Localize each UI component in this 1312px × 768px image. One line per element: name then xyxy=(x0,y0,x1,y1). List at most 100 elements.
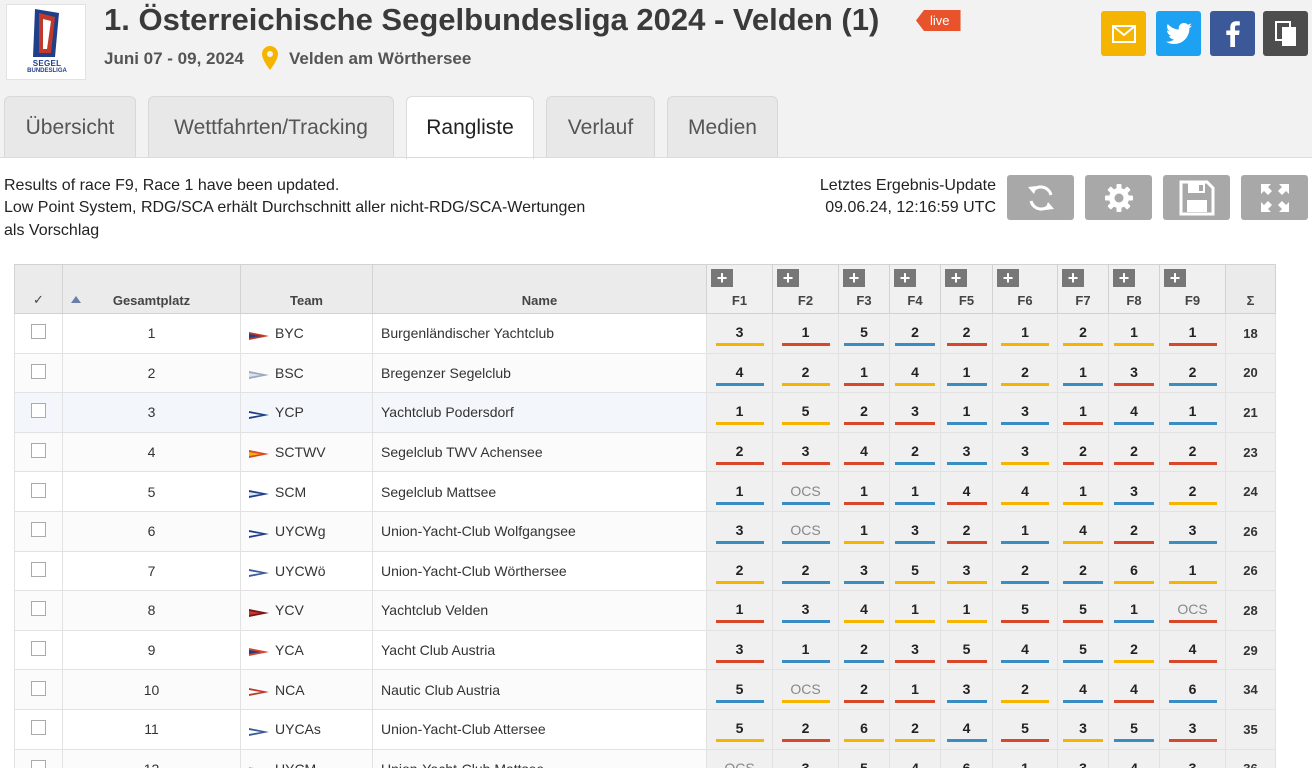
race-score-cell[interactable]: 5 xyxy=(838,748,890,768)
row-checkbox[interactable] xyxy=(31,443,46,459)
row-checkbox[interactable] xyxy=(31,561,46,577)
total-column-header[interactable]: Σ xyxy=(1225,264,1276,314)
race-score-cell[interactable]: 2 xyxy=(1159,431,1226,473)
race-header-f2[interactable]: + F2 xyxy=(772,264,839,314)
race-score-cell[interactable]: 3 xyxy=(1159,510,1226,552)
race-score-cell[interactable]: OCS xyxy=(706,748,773,768)
race-score-cell[interactable]: 5 xyxy=(706,708,773,750)
race-score-cell[interactable]: 4 xyxy=(889,352,941,394)
race-score-cell[interactable]: 6 xyxy=(838,708,890,750)
refresh-button[interactable] xyxy=(1007,175,1074,220)
race-score-cell[interactable]: 3 xyxy=(992,431,1058,473)
race-score-cell[interactable]: 1 xyxy=(838,352,890,394)
race-score-cell[interactable]: 4 xyxy=(1108,748,1160,768)
name-column-header[interactable]: Name xyxy=(372,264,707,314)
table-row[interactable]: 9 YCA Yacht Club Austria 3 1 2 3 5 4 5 2 4 29 xyxy=(14,629,1276,671)
race-score-cell[interactable]: 5 xyxy=(706,669,773,710)
race-score-cell[interactable]: 2 xyxy=(838,669,890,710)
race-score-cell[interactable]: 5 xyxy=(838,313,890,354)
race-header-f4[interactable]: + F4 xyxy=(889,264,941,314)
race-header-f9[interactable]: + F9 xyxy=(1159,264,1226,314)
race-score-cell[interactable]: 2 xyxy=(1108,431,1160,473)
race-score-cell[interactable]: 1 xyxy=(1159,392,1226,433)
race-score-cell[interactable]: 5 xyxy=(992,590,1058,631)
race-score-cell[interactable]: 2 xyxy=(889,431,941,473)
race-score-cell[interactable]: 3 xyxy=(1108,352,1160,394)
race-header-f3[interactable]: + F3 xyxy=(838,264,890,314)
race-score-cell[interactable]: 4 xyxy=(889,748,941,768)
race-score-cell[interactable]: 1 xyxy=(1108,313,1160,354)
race-score-cell[interactable]: 1 xyxy=(1159,550,1226,592)
race-score-cell[interactable]: 2 xyxy=(772,708,839,750)
race-score-cell[interactable]: 3 xyxy=(992,392,1058,433)
race-score-cell[interactable]: 3 xyxy=(772,431,839,473)
fullscreen-button[interactable] xyxy=(1241,175,1308,220)
race-score-cell[interactable]: 1 xyxy=(706,590,773,631)
race-score-cell[interactable]: 1 xyxy=(1108,590,1160,631)
race-score-cell[interactable]: 4 xyxy=(1108,669,1160,710)
row-checkbox[interactable] xyxy=(31,759,46,768)
race-score-cell[interactable]: 1 xyxy=(940,392,993,433)
tab-wettfahrten-tracking[interactable]: Wettfahrten/Tracking xyxy=(148,96,394,158)
tab-uebersicht[interactable]: Übersicht xyxy=(4,96,136,158)
row-checkbox[interactable] xyxy=(31,324,46,340)
race-score-cell[interactable]: 4 xyxy=(838,431,890,473)
race-score-cell[interactable]: 1 xyxy=(889,590,941,631)
race-score-cell[interactable]: 2 xyxy=(1108,510,1160,552)
race-score-cell[interactable]: 4 xyxy=(1108,392,1160,433)
race-score-cell[interactable]: OCS xyxy=(772,510,839,552)
race-score-cell[interactable]: 1 xyxy=(838,510,890,552)
select-all-header[interactable]: ✓ xyxy=(14,264,63,314)
table-row[interactable]: 4 SCTWV Segelclub TWV Achensee 2 3 4 2 3 3 2 2 2 23 xyxy=(14,431,1276,473)
race-score-cell[interactable]: 1 xyxy=(889,669,941,710)
race-score-cell[interactable]: 1 xyxy=(1057,392,1109,433)
race-score-cell[interactable]: 2 xyxy=(838,629,890,671)
race-score-cell[interactable]: 2 xyxy=(889,708,941,750)
race-score-cell[interactable]: 3 xyxy=(1159,708,1226,750)
race-score-cell[interactable]: 6 xyxy=(1108,550,1160,592)
race-score-cell[interactable]: 4 xyxy=(706,352,773,394)
tab-verlauf[interactable]: Verlauf xyxy=(546,96,655,158)
row-checkbox[interactable] xyxy=(31,482,46,498)
race-score-cell[interactable]: 2 xyxy=(1057,550,1109,592)
table-row[interactable]: 7 UYCWö Union-Yacht-Club Wörthersee 2 2 3 5 3 2 2… xyxy=(14,550,1276,592)
table-row[interactable]: 12 UYCM Union-Yacht-Club Mattsee OCS 3 5 4 6 1 3 4… xyxy=(14,748,1276,768)
race-score-cell[interactable]: 1 xyxy=(1057,352,1109,394)
race-score-cell[interactable]: 2 xyxy=(1159,352,1226,394)
expand-plus-icon[interactable]: + xyxy=(945,269,967,287)
share-twitter-button[interactable] xyxy=(1156,11,1201,56)
race-score-cell[interactable]: 6 xyxy=(940,748,993,768)
race-score-cell[interactable]: 2 xyxy=(992,550,1058,592)
race-score-cell[interactable]: 4 xyxy=(940,471,993,512)
row-checkbox[interactable] xyxy=(31,720,46,736)
expand-plus-icon[interactable]: + xyxy=(1164,269,1186,287)
race-score-cell[interactable]: OCS xyxy=(1159,590,1226,631)
race-score-cell[interactable]: 1 xyxy=(1057,471,1109,512)
race-score-cell[interactable]: 3 xyxy=(1108,471,1160,512)
expand-plus-icon[interactable]: + xyxy=(894,269,916,287)
race-score-cell[interactable]: 2 xyxy=(1159,471,1226,512)
table-row[interactable]: 5 SCM Segelclub Mattsee 1 OCS 1 1 4 4 1 3 2 24 xyxy=(14,471,1276,512)
race-score-cell[interactable]: 3 xyxy=(940,550,993,592)
expand-plus-icon[interactable]: + xyxy=(997,269,1019,287)
share-email-button[interactable] xyxy=(1101,11,1146,56)
race-score-cell[interactable]: 3 xyxy=(940,431,993,473)
race-score-cell[interactable]: 2 xyxy=(1108,629,1160,671)
race-score-cell[interactable]: 4 xyxy=(992,471,1058,512)
table-row[interactable]: 2 BSC Bregenzer Segelclub 4 2 1 4 1 2 1 3 2 20 xyxy=(14,352,1276,394)
expand-plus-icon[interactable]: + xyxy=(1062,269,1084,287)
race-score-cell[interactable]: 1 xyxy=(706,392,773,433)
race-score-cell[interactable]: 1 xyxy=(889,471,941,512)
race-score-cell[interactable]: 3 xyxy=(838,550,890,592)
race-score-cell[interactable]: 2 xyxy=(940,510,993,552)
table-row[interactable]: 6 UYCWg Union-Yacht-Club Wolfgangsee 3 OCS 1 3… xyxy=(14,510,1276,552)
race-score-cell[interactable]: 4 xyxy=(1057,669,1109,710)
race-score-cell[interactable]: 5 xyxy=(889,550,941,592)
race-header-f1[interactable]: + F1 xyxy=(706,264,773,314)
race-score-cell[interactable]: 2 xyxy=(1057,431,1109,473)
race-score-cell[interactable]: OCS xyxy=(772,471,839,512)
race-score-cell[interactable]: 3 xyxy=(889,392,941,433)
race-header-f7[interactable]: + F7 xyxy=(1057,264,1109,314)
race-score-cell[interactable]: 5 xyxy=(1108,708,1160,750)
race-score-cell[interactable]: 4 xyxy=(838,590,890,631)
